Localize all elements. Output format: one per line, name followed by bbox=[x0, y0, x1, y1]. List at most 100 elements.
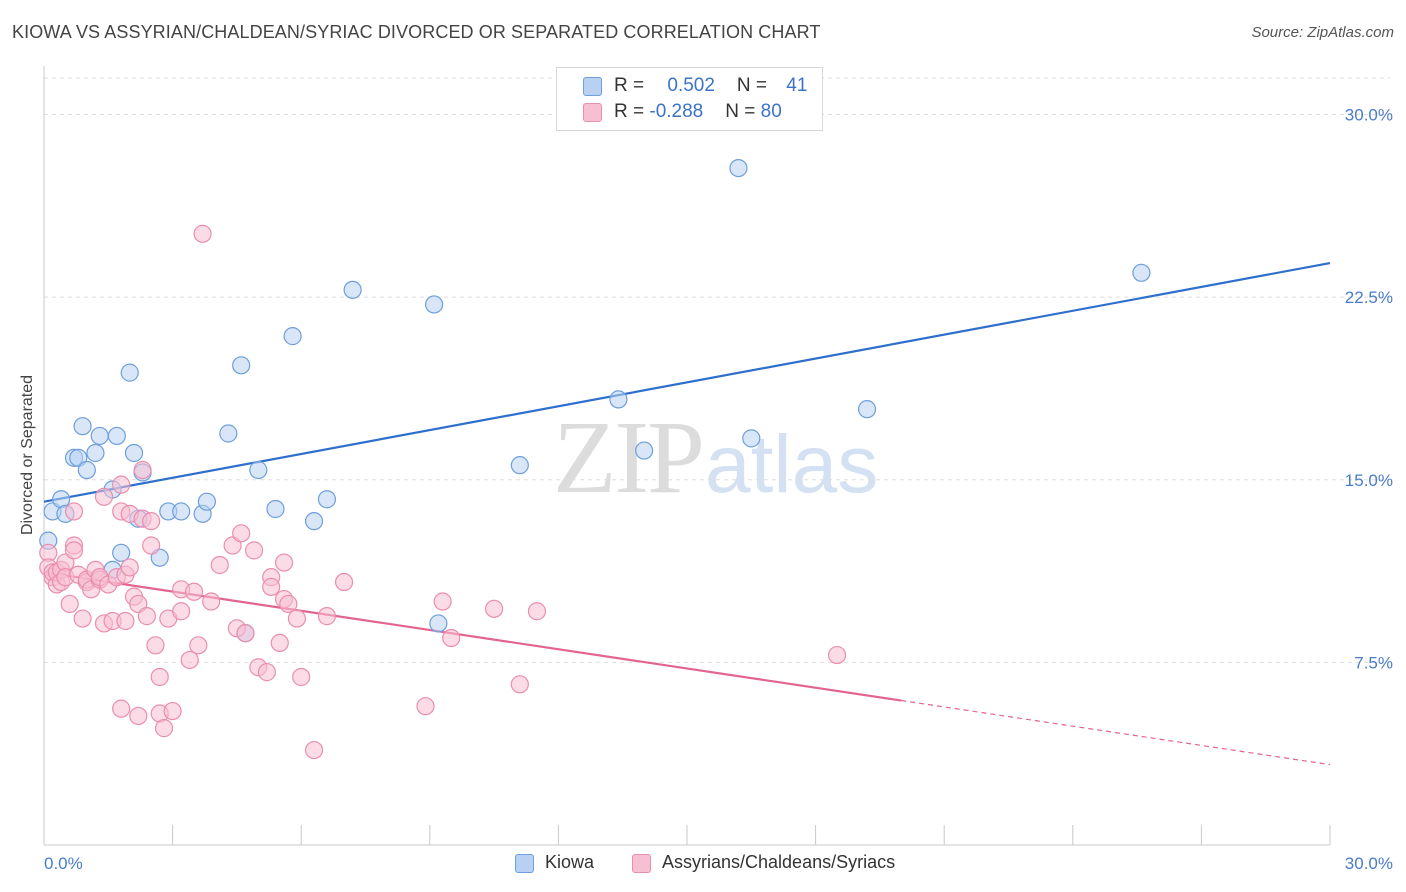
assyrian-point-31 bbox=[116, 611, 135, 631]
bottom-legend-kiowa-label: Kiowa bbox=[545, 852, 595, 872]
kiowa-point-20 bbox=[172, 502, 191, 521]
assyrian-point-42 bbox=[146, 636, 165, 655]
assyrian-point-51 bbox=[184, 582, 204, 601]
assyrian-point-52 bbox=[189, 636, 208, 655]
watermark-atlas: atlas bbox=[705, 419, 879, 510]
assyrian-point-54 bbox=[202, 592, 221, 611]
kiowa-point-31 bbox=[343, 280, 362, 299]
assyrian-point-22 bbox=[94, 487, 114, 506]
kiowa-r-value: 0.502 bbox=[667, 75, 715, 96]
assyrian-point-58 bbox=[232, 524, 251, 543]
kiowa-point-28 bbox=[283, 327, 302, 346]
assyrian-point-49 bbox=[172, 602, 191, 621]
assyrian-point-80 bbox=[827, 645, 847, 665]
trend-lines bbox=[43, 261, 1331, 766]
assyrian-point-64 bbox=[262, 577, 281, 596]
bottom-legend-assyrian-label: Assyrians/Chaldeans/Syriacs bbox=[662, 852, 896, 872]
assyrian-point-74 bbox=[416, 697, 435, 716]
axes bbox=[43, 66, 1331, 846]
kiowa-point-12 bbox=[107, 426, 126, 446]
x-tick-label-0: 0.0% bbox=[44, 854, 83, 873]
assyrian-point-44 bbox=[150, 667, 169, 687]
assyrian-point-39 bbox=[137, 607, 156, 626]
series-assyrian bbox=[39, 224, 847, 760]
assyrian-point-35 bbox=[129, 706, 148, 726]
assyrian-n-value: 80 bbox=[760, 101, 782, 122]
assyrian-point-10 bbox=[60, 594, 79, 614]
assyrian-point-40 bbox=[142, 536, 161, 555]
kiowa-point-13 bbox=[112, 543, 131, 562]
kiowa-n-label: N = bbox=[736, 75, 773, 96]
assyrian-point-15 bbox=[73, 609, 92, 628]
assyrian-point-27 bbox=[112, 475, 131, 494]
kiowa-point-6 bbox=[73, 417, 92, 436]
assyrian-swatch bbox=[583, 103, 602, 122]
assyrian-point-65 bbox=[270, 633, 289, 653]
assyrian-point-73 bbox=[334, 572, 354, 592]
assyrian-point-78 bbox=[510, 675, 529, 694]
kiowa-point-14 bbox=[120, 363, 139, 382]
assyrian-point-47 bbox=[163, 701, 182, 721]
kiowa-n-value: 41 bbox=[786, 75, 808, 96]
x-tick-label-1: 30.0% bbox=[1345, 854, 1393, 873]
kiowa-point-23 bbox=[219, 424, 238, 443]
y-tick-label-0: 7.5% bbox=[1354, 653, 1393, 672]
assyrian-point-72 bbox=[317, 607, 337, 626]
watermark: ZIPatlas bbox=[553, 398, 878, 517]
kiowa-point-29 bbox=[304, 512, 324, 531]
assyrian-r-value: -0.288 bbox=[649, 101, 704, 122]
kiowa-point-40 bbox=[1132, 263, 1151, 282]
kiowa-point-38 bbox=[742, 429, 761, 448]
kiowa-point-37 bbox=[729, 158, 748, 178]
assyrian-point-68 bbox=[279, 594, 298, 614]
kiowa-point-15 bbox=[124, 443, 144, 463]
kiowa-trend-line bbox=[43, 261, 1331, 503]
assyrian-point-62 bbox=[257, 663, 277, 682]
watermark-zip: ZIP bbox=[553, 400, 705, 515]
assyrian-point-29 bbox=[112, 699, 131, 718]
assyrian-point-79 bbox=[527, 602, 547, 621]
kiowa-r-label: R = bbox=[614, 75, 650, 96]
kiowa-point-32 bbox=[424, 295, 444, 314]
kiowa-point-22 bbox=[197, 492, 216, 511]
kiowa-point-39 bbox=[857, 400, 877, 419]
kiowa-point-30 bbox=[317, 490, 337, 509]
assyrian-point-33 bbox=[120, 558, 139, 577]
kiowa-point-8 bbox=[86, 443, 105, 463]
assyrian-r-label: R = bbox=[614, 101, 650, 122]
kiowa-point-27 bbox=[266, 499, 285, 519]
correlation-legend: R = 0.502 N = 41 R = -0.288 N = 80 bbox=[556, 67, 823, 131]
assyrian-point-69 bbox=[287, 609, 307, 628]
assyrian-n-label: N = bbox=[725, 101, 761, 122]
kiowa-point-7 bbox=[77, 460, 96, 480]
kiowa-point-24 bbox=[232, 356, 251, 375]
assyrian-point-71 bbox=[304, 740, 324, 760]
assyrian-point-38 bbox=[133, 460, 152, 480]
bottom-legend-kiowa-swatch bbox=[515, 854, 534, 873]
kiowa-point-34 bbox=[510, 456, 529, 475]
assyrian-point-67 bbox=[274, 553, 294, 572]
assyrian-point-50 bbox=[180, 650, 199, 670]
assyrian-point-41 bbox=[142, 512, 161, 531]
y-tick-label-1: 15.0% bbox=[1345, 471, 1393, 490]
assyrian-point-76 bbox=[442, 628, 461, 648]
assyrian-point-77 bbox=[485, 599, 504, 618]
kiowa-point-36 bbox=[635, 441, 654, 460]
source-credit: Source: ZipAtlas.com bbox=[1251, 24, 1394, 41]
kiowa-swatch bbox=[583, 77, 602, 96]
assyrian-point-55 bbox=[210, 555, 229, 575]
tick-labels: 7.5% 15.0% 22.5% 30.0% 0.0% 30.0% bbox=[44, 106, 1393, 873]
assyrian-point-60 bbox=[244, 541, 264, 560]
kiowa-point-26 bbox=[249, 460, 268, 480]
kiowa-point-9 bbox=[90, 426, 109, 446]
assyrian-point-59 bbox=[236, 624, 255, 643]
assyrian-point-12 bbox=[64, 541, 84, 560]
assyrian-point-13 bbox=[64, 502, 84, 521]
chart-title: KIOWA VS ASSYRIAN/CHALDEAN/SYRIAC DIVORC… bbox=[12, 22, 821, 42]
y-tick-label-3: 30.0% bbox=[1345, 106, 1393, 125]
assyrian-point-70 bbox=[292, 667, 311, 687]
kiowa-point-35 bbox=[609, 390, 628, 409]
data-points bbox=[39, 158, 1151, 760]
kiowa-point-33 bbox=[429, 614, 448, 633]
